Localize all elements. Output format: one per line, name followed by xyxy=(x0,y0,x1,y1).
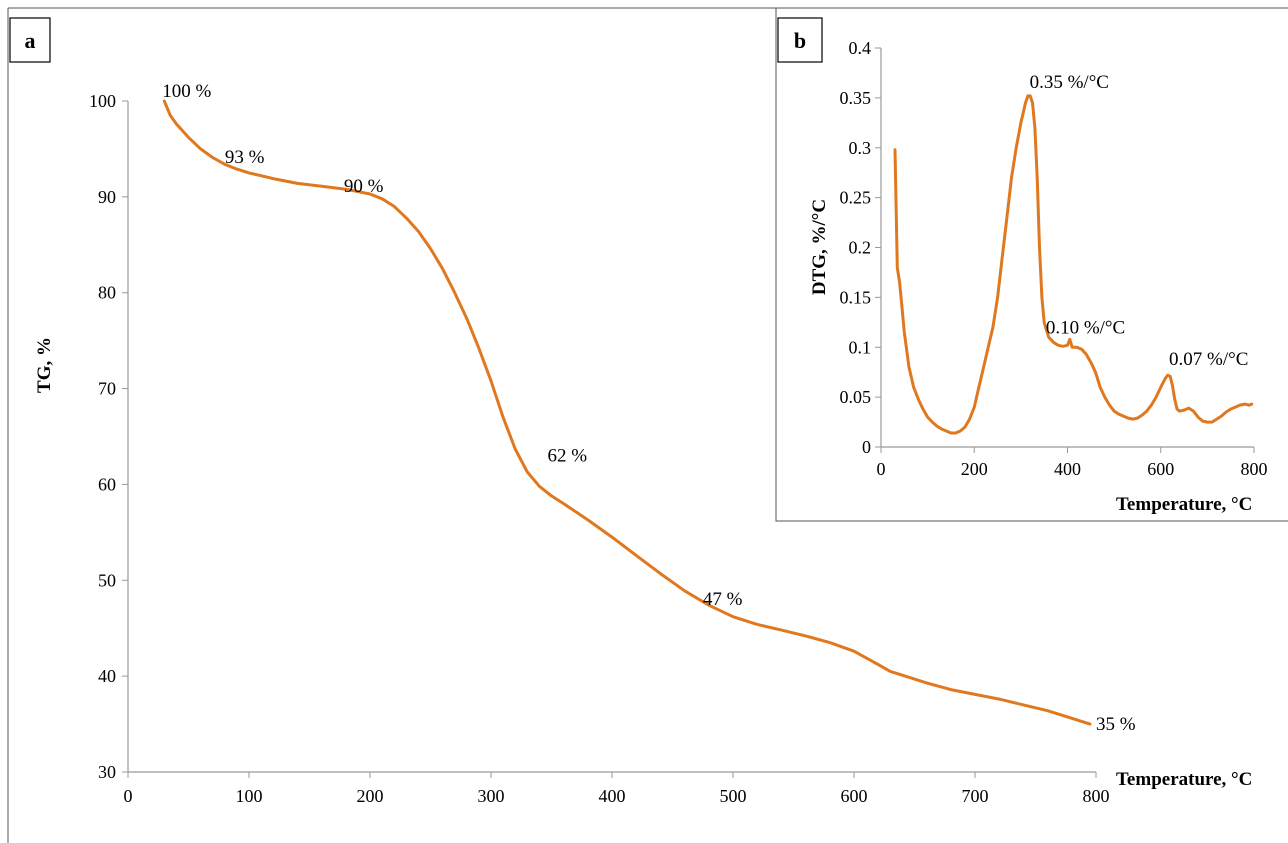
panel-a-y-tick-label: 30 xyxy=(98,762,116,782)
panel-a-data-label: 100 % xyxy=(162,81,211,102)
panel-b-y-tick-label: 0.15 xyxy=(840,287,872,307)
panel-a-x-tick-label: 300 xyxy=(478,786,505,806)
panel-a-y-tick-label: 50 xyxy=(98,570,116,590)
panel-b-xlabel: Temperature, °C xyxy=(1116,494,1252,515)
panel-a-y-tick-label: 60 xyxy=(98,474,116,494)
panel-a-x-tick-label: 100 xyxy=(236,786,263,806)
panel-a-label: a xyxy=(25,28,36,53)
panel-a-data-label: 90 % xyxy=(344,176,384,197)
panel-b-data-label: 0.35 %/°C xyxy=(1030,72,1109,93)
panel-b-x-tick-label: 800 xyxy=(1241,459,1268,479)
panel-a-series xyxy=(162,99,1092,726)
panel-a-y-tick-label: 40 xyxy=(98,666,116,686)
panel-b-annotations: 0.35 %/°C 0.10 %/°C 0.07 %/°C xyxy=(1030,72,1249,370)
panel-a-y-tick-label: 80 xyxy=(98,283,116,303)
panel-b-y-tick-label: 0.3 xyxy=(849,138,872,158)
panel-a-x-tick-label: 400 xyxy=(599,786,626,806)
panel-a-data-label: 47 % xyxy=(703,589,743,610)
panel-b-y-tick-label: 0.35 xyxy=(840,88,872,108)
panel-a-y-tick-label: 90 xyxy=(98,187,116,207)
panel-a-data-label: 35 % xyxy=(1096,714,1136,735)
panel-b-data-label: 0.10 %/°C xyxy=(1046,317,1125,338)
panel-a-x-tick-label: 0 xyxy=(124,786,133,806)
panel-a-series-line xyxy=(162,99,1092,726)
panel-b-y-tick-label: 0.25 xyxy=(840,188,872,208)
panel-b-axes: 0 0.05 0.1 0.15 0.2 0.25 0.3 0.35 0.4 0 200 400 600 8… xyxy=(840,38,1268,479)
panel-b-x-tick-label: 600 xyxy=(1147,459,1174,479)
panel-a-y-tick-label: 100 xyxy=(89,91,116,111)
panel-b-series xyxy=(893,94,1254,435)
panel-b-y-tick-label: 0.1 xyxy=(849,337,872,357)
panel-a-x-tick-label: 600 xyxy=(841,786,868,806)
panel-b-y-tick-label: 0.4 xyxy=(849,38,872,58)
panel-b-x-tick-label: 200 xyxy=(961,459,988,479)
panel-a-data-label: 93 % xyxy=(225,147,265,168)
panel-b-y-tick-label: 0.2 xyxy=(849,238,872,258)
panel-a-ylabel: TG, % xyxy=(34,337,55,393)
panel-a-x-tick-label: 800 xyxy=(1083,786,1110,806)
panel-b-dtg-inset: b 0 0.05 0.1 0.15 0.2 0.25 0.3 0.35 0.4 0 200 400 60… xyxy=(775,7,1288,522)
panel-b-y-tick-label: 0.05 xyxy=(840,387,872,407)
panel-a-x-tick-label: 700 xyxy=(962,786,989,806)
panel-b-x-tick-label: 400 xyxy=(1054,459,1081,479)
panel-a-data-label: 62 % xyxy=(547,445,587,466)
panel-b-y-tick-label: 0 xyxy=(862,437,871,457)
panel-a-axes: 30 40 50 60 70 80 90 100 0 100 200 300 400 500 600 700 8… xyxy=(89,91,1110,806)
panel-a-x-tick-label: 500 xyxy=(720,786,747,806)
panel-b-label-box xyxy=(777,17,823,63)
panel-b-label: b xyxy=(794,28,806,53)
panel-b-ylabel: DTG, %/°C xyxy=(809,199,830,295)
panel-b-frame xyxy=(775,7,1288,522)
panel-b-data-label: 0.07 %/°C xyxy=(1169,349,1248,370)
panel-a-xlabel: Temperature, °C xyxy=(1116,769,1252,790)
panel-a-tg-chart: a 30 40 50 60 70 80 90 100 0 100 200 300 400 500 600 70… xyxy=(9,17,1252,806)
panel-a-label-box xyxy=(9,17,51,63)
panel-a-y-tick-label: 70 xyxy=(98,379,116,399)
panel-b-series-line xyxy=(893,94,1254,435)
panel-b-x-tick-label: 0 xyxy=(877,459,886,479)
panel-a-x-tick-label: 200 xyxy=(357,786,384,806)
panel-a-annotations: 100 % 93 % 90 % 62 % 47 % 35 % xyxy=(162,81,1135,735)
